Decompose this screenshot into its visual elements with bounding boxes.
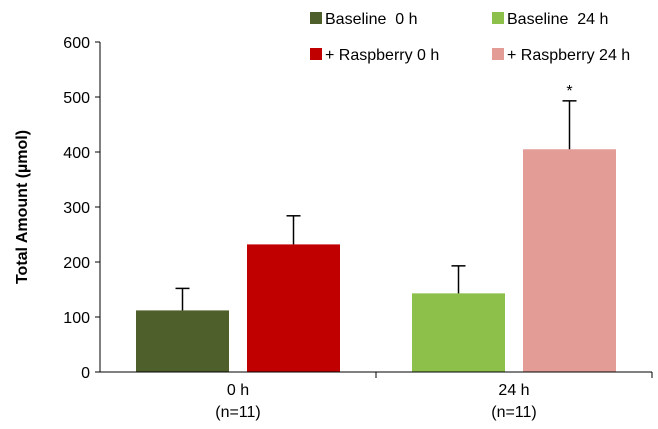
y-axis: 0 100 200 300 400 500 600	[63, 35, 101, 382]
y-tick-label: 400	[63, 145, 90, 162]
bar	[136, 310, 229, 372]
legend-label: + Raspberry 0 h	[325, 47, 439, 64]
x-category-label: 0 h	[227, 382, 249, 399]
legend-swatch	[492, 48, 504, 60]
y-axis-label: Total Amount (µmol)	[14, 130, 31, 284]
x-axis: 0 h (n=11) 24 h (n=11)	[100, 371, 653, 421]
y-tick-label: 100	[63, 310, 90, 327]
y-tick-label: 0	[81, 365, 90, 382]
y-tick-label: 600	[63, 35, 90, 52]
legend-label: Baseline 0 h	[325, 11, 418, 28]
significance-marker: *	[566, 83, 572, 100]
legend-label: Baseline 24 h	[507, 11, 608, 28]
legend-swatch	[310, 48, 322, 60]
legend-label: + Raspberry 24 h	[507, 47, 630, 64]
legend-swatch	[310, 12, 322, 24]
x-category-sublabel: (n=11)	[215, 404, 261, 421]
annotations-group: *	[566, 83, 572, 100]
bar	[523, 149, 616, 372]
legend-swatch	[492, 12, 504, 24]
y-tick-label: 200	[63, 255, 90, 272]
x-category-sublabel: (n=11)	[491, 404, 537, 421]
bars-group	[136, 149, 616, 372]
y-tick-label: 500	[63, 90, 90, 107]
error-bars-group	[175, 100, 577, 311]
bar	[412, 293, 505, 372]
x-category-label: 24 h	[498, 382, 529, 399]
legend: Baseline 0 h Baseline 24 h + Raspberry 0 h…	[310, 11, 630, 64]
y-tick-label: 300	[63, 200, 90, 217]
bar	[247, 244, 340, 372]
